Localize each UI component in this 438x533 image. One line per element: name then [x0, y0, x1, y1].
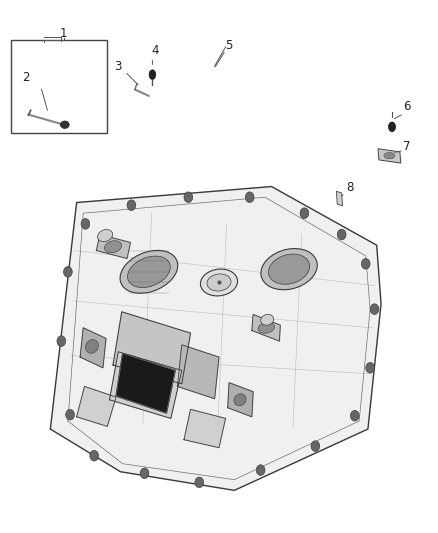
Polygon shape	[228, 383, 253, 417]
Ellipse shape	[85, 340, 99, 353]
Ellipse shape	[207, 274, 231, 291]
Circle shape	[127, 200, 136, 211]
Text: 4: 4	[152, 44, 159, 57]
Ellipse shape	[261, 248, 317, 290]
Circle shape	[256, 465, 265, 475]
Text: 6: 6	[403, 100, 410, 113]
Polygon shape	[77, 386, 116, 426]
Ellipse shape	[389, 122, 396, 132]
Circle shape	[350, 410, 359, 421]
Bar	[11, 40, 107, 133]
Circle shape	[300, 208, 309, 219]
Circle shape	[81, 219, 90, 229]
Polygon shape	[177, 345, 219, 399]
Circle shape	[361, 259, 370, 269]
Polygon shape	[110, 352, 182, 418]
Circle shape	[337, 229, 346, 240]
Circle shape	[66, 409, 74, 420]
Circle shape	[311, 441, 320, 451]
Ellipse shape	[60, 121, 69, 128]
Ellipse shape	[104, 241, 122, 253]
Polygon shape	[252, 314, 280, 341]
Polygon shape	[116, 353, 175, 413]
Circle shape	[366, 362, 374, 373]
Ellipse shape	[98, 230, 113, 241]
Text: 8: 8	[347, 181, 354, 194]
Polygon shape	[184, 409, 226, 448]
Circle shape	[184, 192, 193, 203]
Circle shape	[195, 477, 204, 488]
Ellipse shape	[258, 322, 275, 333]
Circle shape	[370, 304, 379, 314]
Ellipse shape	[201, 269, 237, 296]
Text: 1: 1	[60, 27, 67, 40]
Circle shape	[57, 336, 66, 346]
Polygon shape	[113, 312, 191, 384]
Polygon shape	[378, 149, 401, 163]
Text: 3: 3	[115, 60, 122, 72]
Ellipse shape	[127, 256, 170, 288]
Circle shape	[140, 468, 149, 479]
Polygon shape	[50, 187, 381, 490]
Polygon shape	[96, 235, 131, 259]
Ellipse shape	[120, 251, 178, 293]
Polygon shape	[336, 191, 343, 206]
Text: 5: 5	[225, 39, 232, 52]
Ellipse shape	[234, 394, 246, 406]
Ellipse shape	[149, 70, 155, 79]
Ellipse shape	[268, 254, 310, 284]
Text: 7: 7	[403, 140, 410, 153]
Polygon shape	[80, 328, 106, 368]
Ellipse shape	[384, 152, 395, 159]
Circle shape	[90, 450, 99, 461]
Text: 2: 2	[22, 71, 30, 84]
Circle shape	[64, 266, 72, 277]
Ellipse shape	[261, 314, 274, 325]
Circle shape	[245, 192, 254, 203]
